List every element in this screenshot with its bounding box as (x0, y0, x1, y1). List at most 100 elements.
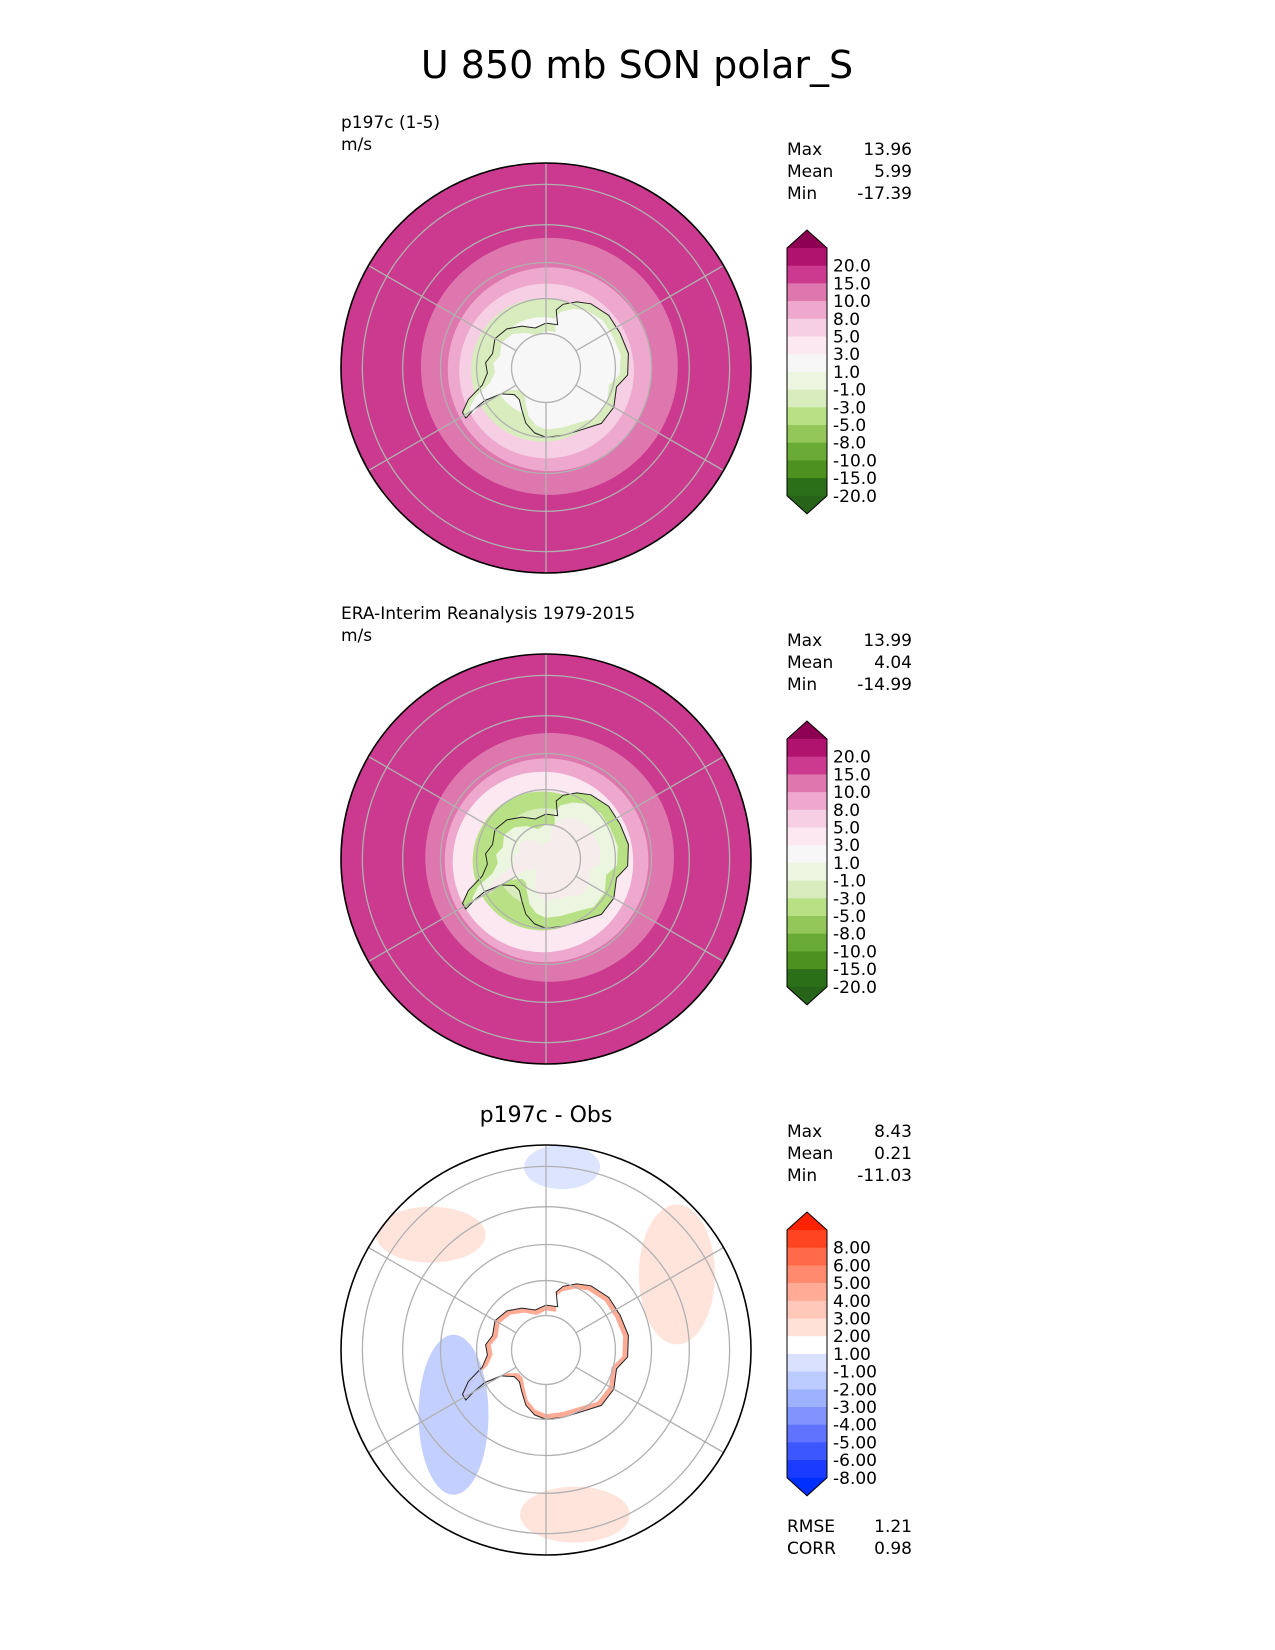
colorbar-segment (787, 389, 827, 408)
coastline (461, 1283, 629, 1420)
colorbar-tick-label: 1.0 (833, 854, 860, 874)
colorbar-tick-label: 8.00 (833, 1239, 871, 1259)
colorbar-tick-label: 5.0 (833, 819, 860, 839)
colorbar-segment (787, 1460, 827, 1479)
map-field (341, 1145, 751, 1555)
stat-value: -11.03 (857, 1166, 912, 1186)
colorbar-tick-label: -6.00 (833, 1451, 877, 1471)
colorbar-tick-label: -8.00 (833, 1469, 877, 1489)
colorbar-outline (786, 720, 828, 1006)
colorbar-segment (787, 442, 827, 461)
colorbar-tick-label: -20.0 (833, 487, 877, 507)
stat-value: 0.21 (874, 1144, 912, 1164)
land-interior-field (469, 308, 621, 430)
colorbar-tick-label: -1.00 (833, 1363, 877, 1383)
stat-value: -17.39 (857, 184, 912, 204)
units-label: m/s (341, 135, 372, 155)
colorbar-segment (787, 301, 827, 320)
colorbar-segment (787, 318, 827, 337)
colorbar-segment (787, 371, 827, 391)
colorbar-segment (787, 1442, 827, 1461)
colorbar-segment (787, 756, 827, 775)
meridian-gridline (575, 264, 724, 352)
colorbar-extend-bottom (787, 986, 827, 1005)
map-boundary (340, 653, 752, 1065)
colorbar-tick-label: 15.0 (833, 274, 871, 294)
figure-title: U 850 mb SON polar_S (421, 43, 853, 87)
colorbar-segment (787, 1424, 827, 1443)
colorbar-segment (787, 1300, 827, 1319)
extra-stat-label: CORR (787, 1539, 836, 1559)
colorbar-segment (787, 1353, 827, 1373)
colorbar-segment (787, 898, 827, 917)
colorbar-segment (787, 1318, 827, 1337)
coastline (461, 301, 629, 438)
colorbar-tick-label: -5.0 (833, 907, 866, 927)
colorbar-segment (787, 283, 827, 302)
colorbar-segment (787, 1283, 827, 1302)
colorbar-segment (787, 739, 827, 758)
colorbar-segment (787, 916, 827, 935)
colorbar-tick-label: -20.0 (833, 978, 877, 998)
colorbar-tick-label: -15.0 (833, 960, 877, 980)
units-label: m/s (341, 626, 372, 646)
colorbar-segment (787, 265, 827, 284)
colorbar-extend-bottom (787, 1477, 827, 1496)
colorbar-segment (787, 774, 827, 793)
meridian-gridline (575, 1366, 724, 1454)
colorbar-tick-label: 20.0 (833, 257, 871, 277)
colorbar-tick-label: 1.0 (833, 363, 860, 383)
colorbar-tick-label: 5.00 (833, 1274, 871, 1294)
map-boundary (340, 1144, 752, 1556)
colorbar-segment (787, 407, 827, 426)
colorbar-outline (786, 229, 828, 515)
stat-value: 5.99 (874, 162, 912, 182)
colorbar-tick-label: -4.00 (833, 1416, 877, 1436)
colorbar-segment (787, 425, 827, 444)
stat-label: Min (787, 1166, 817, 1186)
colorbar-segment (787, 1407, 827, 1426)
anomaly-patch (418, 1334, 489, 1495)
colorbar-tick-label: 2.00 (833, 1327, 871, 1347)
stat-label: Mean (787, 1144, 833, 1164)
colorbar-segment (787, 845, 827, 864)
colorbar-segment (787, 880, 827, 899)
meridian-gridline (575, 1246, 724, 1334)
colorbar-tick-label: 5.0 (833, 328, 860, 348)
colorbar-segment (787, 792, 827, 811)
stat-value: 13.99 (863, 631, 912, 651)
meridian-gridline (368, 755, 517, 843)
stat-label: Min (787, 184, 817, 204)
stat-label: Min (787, 675, 817, 695)
colorbar-segment (787, 1247, 827, 1266)
stat-value: 4.04 (874, 653, 912, 673)
colorbar-segment (787, 1371, 827, 1390)
stat-label: Max (787, 1122, 822, 1142)
colorbar-tick-label: -15.0 (833, 469, 877, 489)
colorbar-tick-label: -3.0 (833, 398, 866, 418)
colorbar-tick-label: -8.0 (833, 434, 866, 454)
stat-value: -14.99 (857, 675, 912, 695)
colorbar-tick-label: -1.0 (833, 381, 866, 401)
stat-label: Max (787, 140, 822, 160)
colorbar: 20.015.010.08.05.03.01.0-1.0-3.0-5.0-8.0… (786, 229, 877, 515)
colorbar-segment (787, 951, 827, 970)
colorbar-segment (787, 478, 827, 497)
colorbar: 8.006.005.004.003.002.001.00-1.00-2.00-3… (786, 1211, 877, 1497)
colorbar: 20.015.010.08.05.03.01.0-1.0-3.0-5.0-8.0… (786, 720, 877, 1006)
colorbar-tick-label: 4.00 (833, 1292, 871, 1312)
colorbar-tick-label: 3.0 (833, 345, 860, 365)
meridian-gridline (575, 384, 724, 472)
colorbar-tick-label: 6.00 (833, 1256, 871, 1276)
map-field (341, 654, 751, 1064)
map-boundary (340, 162, 752, 574)
panel-3: p197c - Obs Max 8.43 Mean 0.21 Min -11.03 8.006… (340, 1103, 912, 1559)
land-interior-field (467, 1288, 624, 1415)
extra-stat-value: 1.21 (874, 1517, 912, 1537)
colorbar-segment (787, 1389, 827, 1408)
colorbar-segment (787, 354, 827, 373)
panel-title: p197c - Obs (480, 1103, 613, 1128)
anomaly-patch (375, 1206, 486, 1263)
